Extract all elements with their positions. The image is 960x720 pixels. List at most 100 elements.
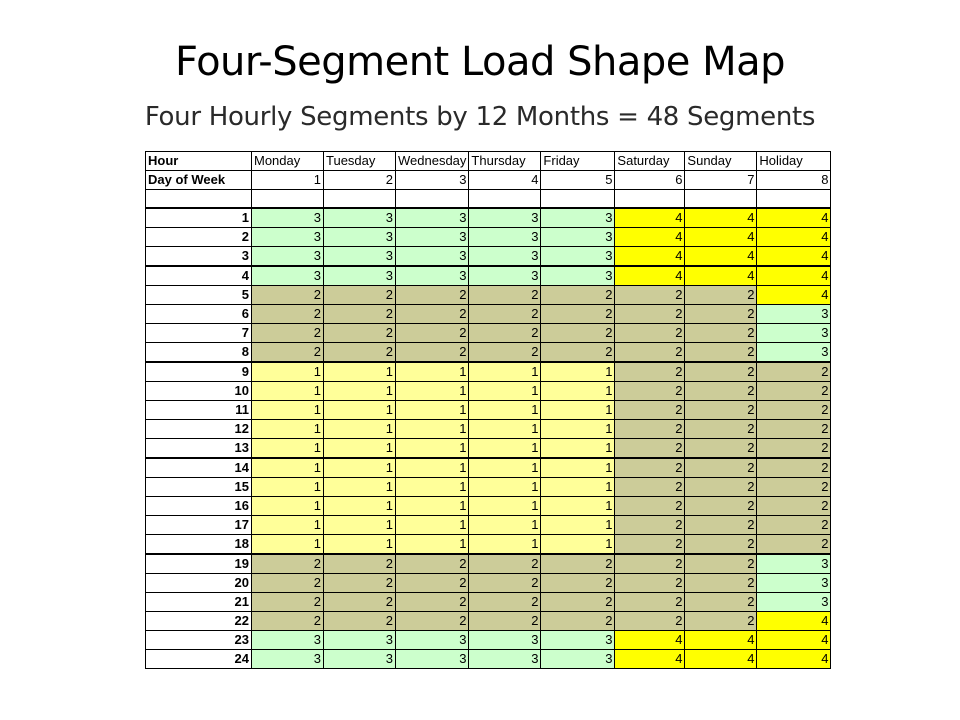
- segment-cell: 2: [468, 303, 542, 324]
- hour-label: 15: [145, 476, 252, 497]
- hour-row: 15 1 1 1 1 1 2 2 2: [145, 476, 832, 497]
- day-number: 8: [756, 170, 832, 190]
- segment-cell: 2: [614, 533, 686, 554]
- segment-cell: 2: [684, 380, 758, 401]
- day-number: 7: [684, 170, 758, 190]
- segment-cell: 1: [468, 495, 542, 516]
- segment-cell: 3: [468, 206, 542, 228]
- empty-cell: [394, 189, 470, 208]
- corner-label: Hour: [145, 151, 252, 171]
- segment-cell: 2: [756, 456, 832, 478]
- hour-label: 22: [145, 610, 252, 631]
- segment-cell: 1: [468, 476, 542, 497]
- segment-cell: 1: [323, 380, 396, 401]
- segment-cell: 1: [394, 514, 470, 535]
- segment-cell: 1: [468, 399, 542, 420]
- segment-cell: 4: [756, 226, 832, 247]
- segment-cell: 1: [540, 456, 616, 478]
- day-header: Saturday: [614, 151, 686, 171]
- segment-cell: 2: [756, 380, 832, 401]
- segment-cell: 3: [251, 226, 324, 247]
- segment-cell: 1: [468, 437, 542, 458]
- day-header: Monday: [251, 151, 324, 171]
- segment-cell: 2: [323, 552, 396, 574]
- segment-cell: 2: [540, 591, 616, 612]
- segment-cell: 2: [684, 284, 758, 305]
- segment-cell: 2: [684, 495, 758, 516]
- segment-cell: 2: [756, 360, 832, 382]
- segment-cell: 2: [614, 591, 686, 612]
- day-number: 1: [251, 170, 324, 190]
- segment-cell: 2: [614, 437, 686, 458]
- segment-cell: 2: [251, 284, 324, 305]
- hour-label: 6: [145, 303, 252, 324]
- segment-cell: 3: [468, 245, 542, 266]
- hour-label: 12: [145, 418, 252, 439]
- segment-cell: 2: [468, 341, 542, 362]
- hour-label: 2: [145, 226, 252, 247]
- segment-cell: 3: [394, 245, 470, 266]
- segment-cell: 3: [251, 648, 324, 669]
- segment-cell: 4: [756, 284, 832, 305]
- hour-row: 21 2 2 2 2 2 2 2 3: [145, 591, 832, 612]
- segment-cell: 3: [756, 552, 832, 574]
- day-header: Friday: [540, 151, 616, 171]
- empty-cell: [540, 189, 616, 208]
- segment-cell: 3: [540, 226, 616, 247]
- segment-cell: 3: [756, 572, 832, 593]
- segment-cell: 2: [756, 399, 832, 420]
- segment-cell: 3: [756, 341, 832, 362]
- hour-label: 11: [145, 399, 252, 420]
- segment-cell: 1: [540, 476, 616, 497]
- hour-label: 3: [145, 245, 252, 266]
- segment-cell: 3: [323, 245, 396, 266]
- segment-cell: 2: [251, 341, 324, 362]
- slide-subtitle: Four Hourly Segments by 12 Months = 48 S…: [144, 102, 816, 132]
- segment-cell: 1: [251, 418, 324, 439]
- segment-cell: 1: [251, 399, 324, 420]
- hour-label: 1: [145, 206, 252, 228]
- segment-cell: 2: [394, 341, 470, 362]
- empty-cell: [145, 189, 252, 208]
- day-number: 3: [394, 170, 470, 190]
- segment-cell: 1: [323, 418, 396, 439]
- segment-cell: 1: [323, 360, 396, 382]
- segment-cell: 2: [540, 284, 616, 305]
- segment-cell: 1: [394, 380, 470, 401]
- segment-cell: 2: [540, 572, 616, 593]
- segment-cell: 1: [251, 380, 324, 401]
- segment-cell: 1: [540, 360, 616, 382]
- segment-cell: 2: [614, 380, 686, 401]
- segment-cell: 4: [684, 245, 758, 266]
- segment-cell: 2: [614, 572, 686, 593]
- hour-label: 13: [145, 437, 252, 458]
- segment-cell: 1: [540, 418, 616, 439]
- segment-cell: 3: [394, 206, 470, 228]
- segment-cell: 3: [540, 629, 616, 650]
- segment-cell: 1: [251, 456, 324, 478]
- segment-cell: 2: [614, 360, 686, 382]
- hour-row: 22 2 2 2 2 2 2 2 4: [145, 610, 832, 631]
- hour-row: 11 1 1 1 1 1 2 2 2: [145, 399, 832, 420]
- segment-cell: 2: [614, 399, 686, 420]
- empty-cell: [251, 189, 324, 208]
- hour-label: 7: [145, 322, 252, 343]
- segment-cell: 2: [684, 591, 758, 612]
- segment-cell: 2: [614, 322, 686, 343]
- segment-cell: 1: [323, 437, 396, 458]
- segment-cell: 4: [614, 245, 686, 266]
- day-number: 6: [614, 170, 686, 190]
- segment-cell: 3: [756, 322, 832, 343]
- segment-cell: 2: [756, 476, 832, 497]
- day-header: Wednesday: [394, 151, 470, 171]
- hour-label: 20: [145, 572, 252, 593]
- segment-cell: 1: [468, 360, 542, 382]
- segment-cell: 3: [394, 629, 470, 650]
- hour-label: 23: [145, 629, 252, 650]
- empty-cell: [468, 189, 542, 208]
- segment-cell: 2: [323, 341, 396, 362]
- segment-cell: 4: [756, 629, 832, 650]
- segment-cell: 3: [394, 264, 470, 286]
